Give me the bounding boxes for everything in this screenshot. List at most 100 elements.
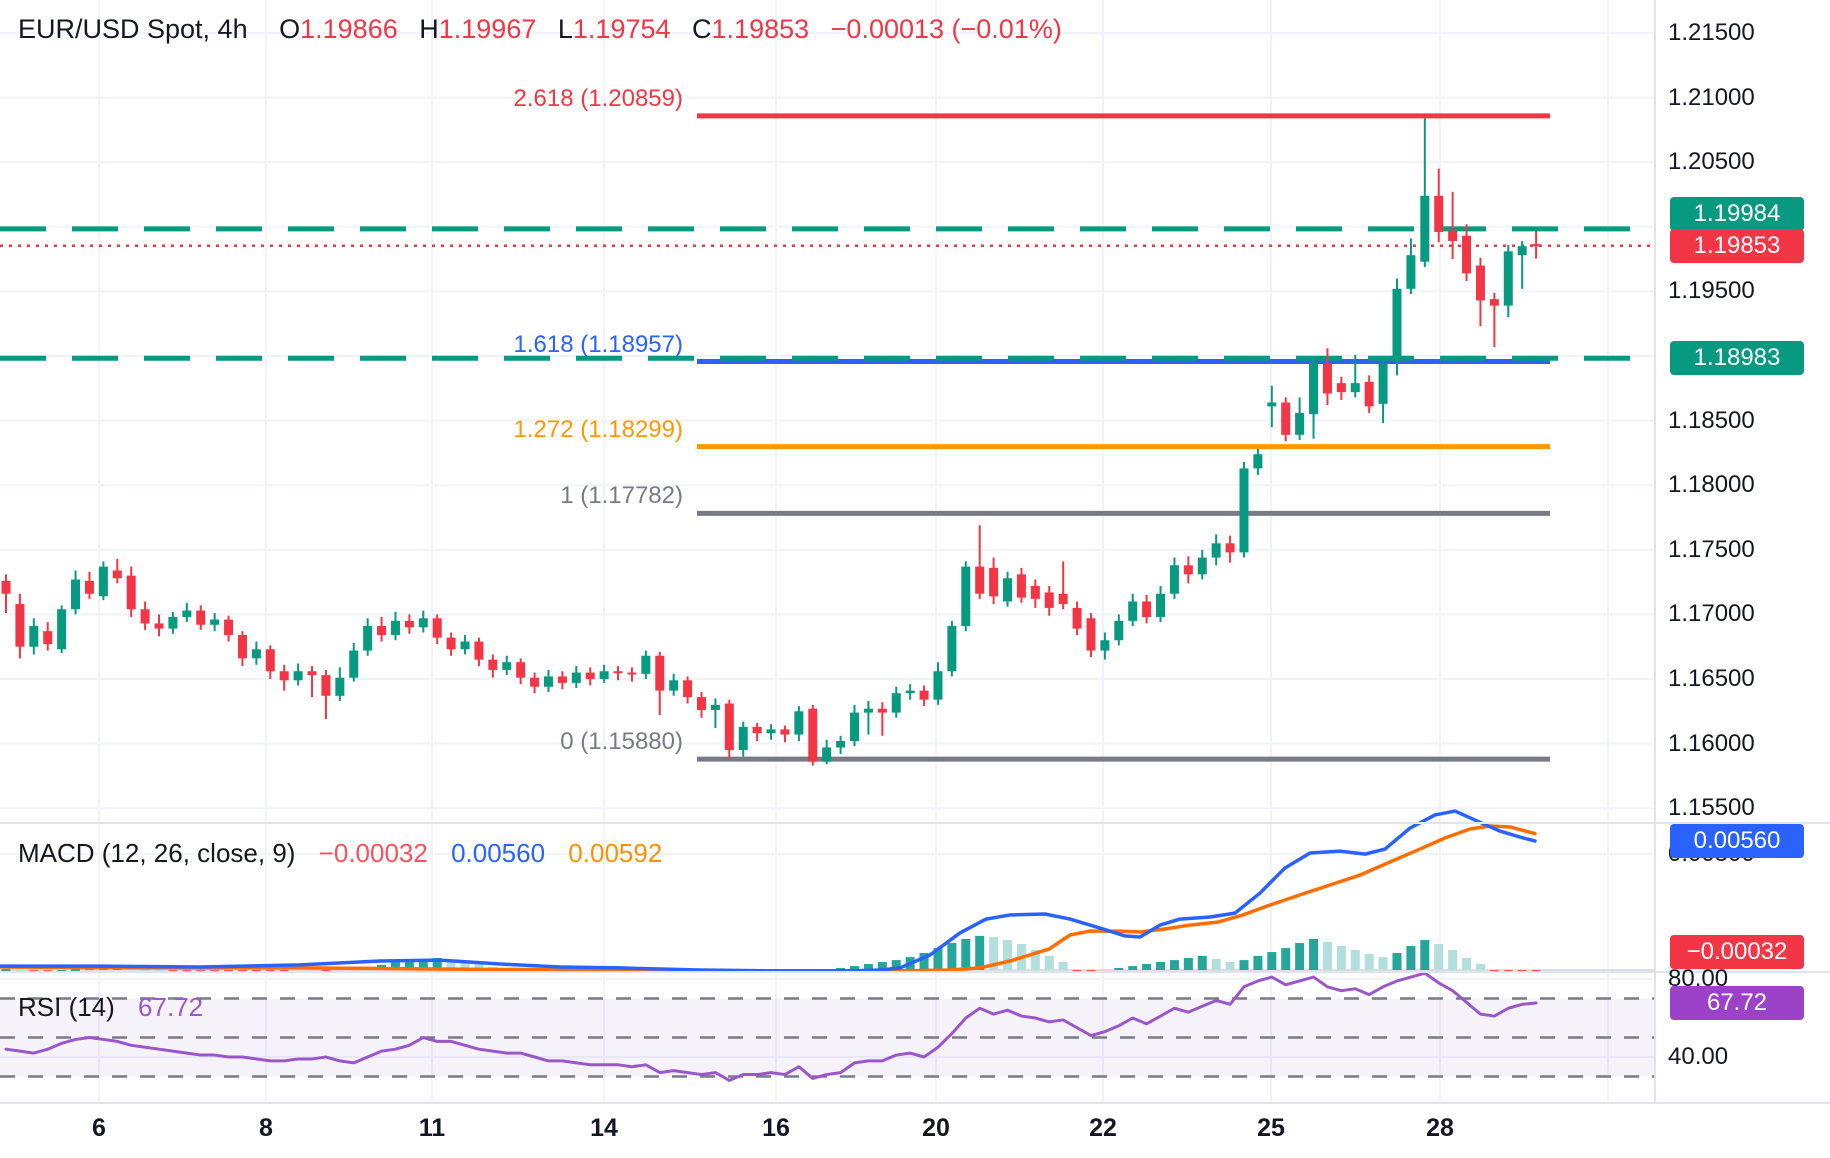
- macd-hist-bar: [1350, 949, 1360, 970]
- candle: [349, 650, 359, 678]
- candle: [502, 662, 512, 670]
- macd-hist-bar: [446, 960, 456, 970]
- price-badge: 1.18983: [1670, 341, 1804, 375]
- open-value: 1.19866: [300, 14, 398, 44]
- candle: [1239, 468, 1249, 553]
- macd-hist-bar: [1128, 966, 1138, 970]
- symbol-title[interactable]: EUR/USD Spot, 4h: [18, 14, 248, 44]
- macd-hist-bar: [1295, 943, 1305, 970]
- macd-hist-bar: [1225, 961, 1235, 970]
- price-badge: −0.00032: [1670, 935, 1804, 969]
- candle: [1211, 543, 1221, 558]
- macd-title[interactable]: MACD (12, 26, close, 9): [18, 838, 296, 868]
- candle: [279, 671, 289, 681]
- macd-hist-bar: [1462, 958, 1472, 970]
- macd-line-value: 0.00560: [451, 838, 546, 868]
- pane-separators[interactable]: [0, 0, 1830, 1104]
- candle: [321, 675, 331, 696]
- time-axis-label[interactable]: 6: [92, 1114, 106, 1142]
- candle: [1309, 362, 1319, 415]
- candle: [1434, 195, 1444, 232]
- close-label: C: [692, 14, 712, 44]
- time-axis-label[interactable]: 16: [762, 1114, 790, 1142]
- change-value: −0.00013 (−0.01%): [830, 14, 1062, 44]
- candle: [1086, 618, 1096, 651]
- fib-label: 1 (1.17782): [560, 482, 683, 510]
- candle: [126, 575, 136, 610]
- candle: [1281, 402, 1291, 435]
- candle: [571, 672, 581, 683]
- macd-hist-bar: [418, 958, 428, 970]
- macd-hist-bar: [891, 960, 901, 970]
- macd-hist-bar: [1003, 940, 1013, 970]
- price-level-lines[interactable]: [0, 226, 1655, 361]
- macd-hist-bar: [1044, 955, 1054, 970]
- macd-hist-bar: [71, 969, 81, 972]
- macd-hist-bar: [1169, 960, 1179, 970]
- candle: [780, 729, 790, 735]
- macd-hist-value: −0.00032: [318, 838, 428, 868]
- macd-hist-bar: [1420, 940, 1430, 970]
- macd-hist-bar: [404, 960, 414, 970]
- candle: [1322, 363, 1332, 394]
- candle: [1406, 255, 1416, 289]
- candle: [237, 635, 247, 659]
- price-axis-label: 1.21000: [1668, 83, 1755, 111]
- macd-hist-bar: [1156, 961, 1166, 970]
- time-axis-label[interactable]: 22: [1089, 1114, 1117, 1142]
- time-axis-label[interactable]: 28: [1426, 1114, 1454, 1142]
- macd-hist-bar: [1392, 952, 1402, 970]
- macd-pane[interactable]: [0, 809, 1655, 973]
- macd-hist-bar: [877, 961, 887, 970]
- candle: [822, 747, 832, 762]
- candle: [1044, 592, 1054, 608]
- candle: [543, 676, 553, 687]
- macd-hist-bar: [1183, 958, 1193, 970]
- candle: [377, 626, 387, 636]
- macd-hist-bar: [1058, 961, 1068, 970]
- macd-hist-bar: [1406, 946, 1416, 970]
- macd-hist-bar: [1114, 967, 1124, 970]
- time-axis-label[interactable]: 11: [418, 1114, 446, 1142]
- macd-hist-bar: [1309, 938, 1319, 970]
- time-axis-label[interactable]: 25: [1257, 1114, 1285, 1142]
- price-axis-label: 1.16000: [1668, 729, 1755, 757]
- candle: [975, 566, 985, 594]
- candle: [557, 676, 567, 683]
- macd-hist-bar: [1364, 954, 1374, 970]
- candle: [404, 620, 414, 628]
- candle: [335, 677, 345, 696]
- fib-retracement-lines[interactable]: [697, 113, 1550, 762]
- candle: [1030, 585, 1040, 599]
- price-axis-label: 1.17500: [1668, 535, 1755, 563]
- candle: [599, 671, 609, 679]
- candle: [43, 631, 53, 645]
- candle: [1531, 244, 1541, 247]
- macd-hist-bar: [975, 935, 985, 970]
- candle: [1448, 230, 1458, 242]
- candle: [84, 580, 94, 594]
- time-axis-label[interactable]: 14: [590, 1114, 618, 1142]
- macd-hist-bar: [1239, 960, 1249, 970]
- rsi-pane[interactable]: [4, 971, 1538, 1082]
- macd-hist-bar: [961, 938, 971, 970]
- candle: [98, 566, 108, 597]
- rsi-value: 67.72: [138, 992, 204, 1022]
- candle: [1016, 574, 1026, 598]
- candle: [293, 671, 303, 681]
- candle: [154, 623, 164, 629]
- candlestick-series[interactable]: [1, 118, 1541, 766]
- time-axis-label[interactable]: 20: [922, 1114, 950, 1142]
- time-axis-label[interactable]: 8: [259, 1114, 273, 1142]
- macd-hist-bar: [1475, 964, 1485, 970]
- candle: [488, 659, 498, 670]
- candle: [224, 619, 234, 636]
- rsi-title[interactable]: RSI (14): [18, 992, 115, 1022]
- candle: [1517, 246, 1527, 256]
- low-label: L: [557, 14, 573, 44]
- candle: [418, 618, 428, 628]
- macd-hist-bar: [1336, 946, 1346, 970]
- macd-hist-bar: [460, 961, 470, 970]
- macd-hist-bar: [947, 943, 957, 970]
